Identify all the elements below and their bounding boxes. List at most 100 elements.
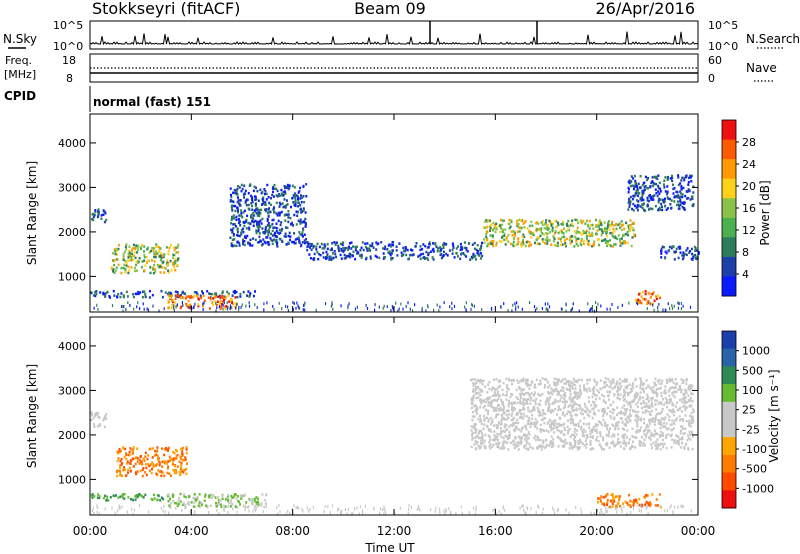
echo-cell: [254, 499, 257, 503]
echo-cell: [586, 237, 588, 240]
echo-cell: [265, 198, 268, 201]
echo-cell: [675, 405, 677, 408]
echo-cell: [522, 222, 525, 225]
echo-cell: [351, 254, 354, 258]
echo-cell: [233, 494, 236, 498]
echo-cell: [641, 411, 644, 414]
echo-cell: [676, 439, 679, 443]
echo-cell: [636, 205, 639, 209]
echo-cell: [524, 220, 527, 223]
echo-cell: [384, 511, 387, 515]
echo-cell: [664, 396, 667, 400]
echo-cell: [614, 235, 617, 238]
echo-cell: [556, 413, 559, 416]
echo-cell: [305, 183, 308, 186]
echo-cell: [655, 408, 658, 411]
echo-cell: [595, 233, 598, 236]
echo-cell: [628, 301, 630, 305]
echo-cell: [490, 430, 493, 433]
echo-cell: [585, 437, 588, 440]
echo-cell: [495, 407, 498, 410]
echo-cell: [567, 429, 570, 433]
echo-cell: [507, 402, 510, 405]
echo-cell: [607, 406, 610, 410]
echo-cell: [612, 235, 615, 239]
echo-cell: [570, 404, 573, 408]
echo-cell: [161, 256, 164, 259]
echo-cell: [124, 245, 127, 249]
echo-cell: [615, 227, 618, 231]
echo-cell: [546, 397, 549, 400]
echo-cell: [131, 507, 133, 511]
echo-cell: [595, 224, 598, 227]
echo-cell: [260, 208, 262, 212]
echo-cell: [582, 386, 585, 389]
echo-cell: [572, 377, 575, 381]
echo-cell: [238, 204, 241, 207]
colorbar-segment: [722, 401, 736, 420]
echo-cell: [276, 241, 279, 244]
echo-cell: [304, 224, 307, 228]
echo-cell: [579, 412, 582, 415]
echo-cell: [459, 248, 462, 252]
echo-cell: [530, 220, 533, 224]
echo-cell: [677, 256, 680, 260]
echo-cell: [168, 498, 171, 501]
echo-cell: [628, 417, 630, 420]
echo-cell: [612, 378, 615, 382]
echo-cell: [529, 396, 532, 400]
echo-cell: [687, 183, 690, 186]
echo-cell: [330, 258, 333, 261]
echo-cell: [338, 507, 340, 511]
echo-cell: [515, 388, 518, 392]
echo-cell: [615, 505, 618, 509]
echo-cell: [595, 428, 598, 431]
echo-cell: [503, 446, 506, 450]
echo-cell: [666, 398, 669, 402]
echo-cell: [168, 472, 171, 475]
echo-cell: [233, 189, 236, 192]
echo-cell: [217, 498, 220, 502]
echo-cell: [247, 207, 250, 210]
echo-cell: [573, 380, 576, 383]
echo-cell: [561, 231, 564, 234]
echo-cell: [251, 500, 254, 503]
echo-cell: [598, 391, 600, 394]
echo-cell: [512, 443, 515, 446]
echo-cell: [521, 388, 524, 391]
echo-cell: [520, 441, 523, 444]
echo-cell: [575, 239, 578, 243]
echo-cell: [274, 231, 276, 235]
echo-cell: [638, 497, 641, 501]
echo-cell: [558, 230, 561, 233]
echo-cell: [529, 425, 532, 429]
echo-cell: [629, 419, 632, 422]
echo-cell: [405, 253, 408, 257]
echo-cell: [299, 197, 302, 200]
echo-cell: [516, 301, 518, 305]
echo-cell: [659, 505, 661, 508]
echo-cell: [272, 195, 275, 198]
echo-cell: [230, 306, 232, 310]
echo-cell: [124, 468, 127, 472]
echo-cell: [689, 250, 691, 253]
echo-cell: [241, 303, 243, 307]
echo-cell: [671, 306, 674, 310]
echo-cell: [160, 496, 163, 499]
echo-cell: [585, 443, 588, 446]
echo-cell: [143, 259, 146, 262]
echo-cell: [487, 242, 490, 245]
echo-cell: [168, 246, 171, 250]
echo-cell: [235, 193, 238, 196]
echo-cell: [94, 210, 97, 214]
echo-cell: [654, 204, 657, 208]
echo-cell: [276, 189, 279, 193]
echo-cell: [689, 421, 692, 425]
echo-cell: [348, 245, 350, 249]
echo-cell: [96, 504, 98, 508]
echo-cell: [641, 406, 644, 410]
echo-cell: [536, 435, 539, 439]
echo-cell: [557, 445, 560, 448]
echo-cell: [127, 256, 130, 259]
echo-cell: [522, 403, 525, 407]
